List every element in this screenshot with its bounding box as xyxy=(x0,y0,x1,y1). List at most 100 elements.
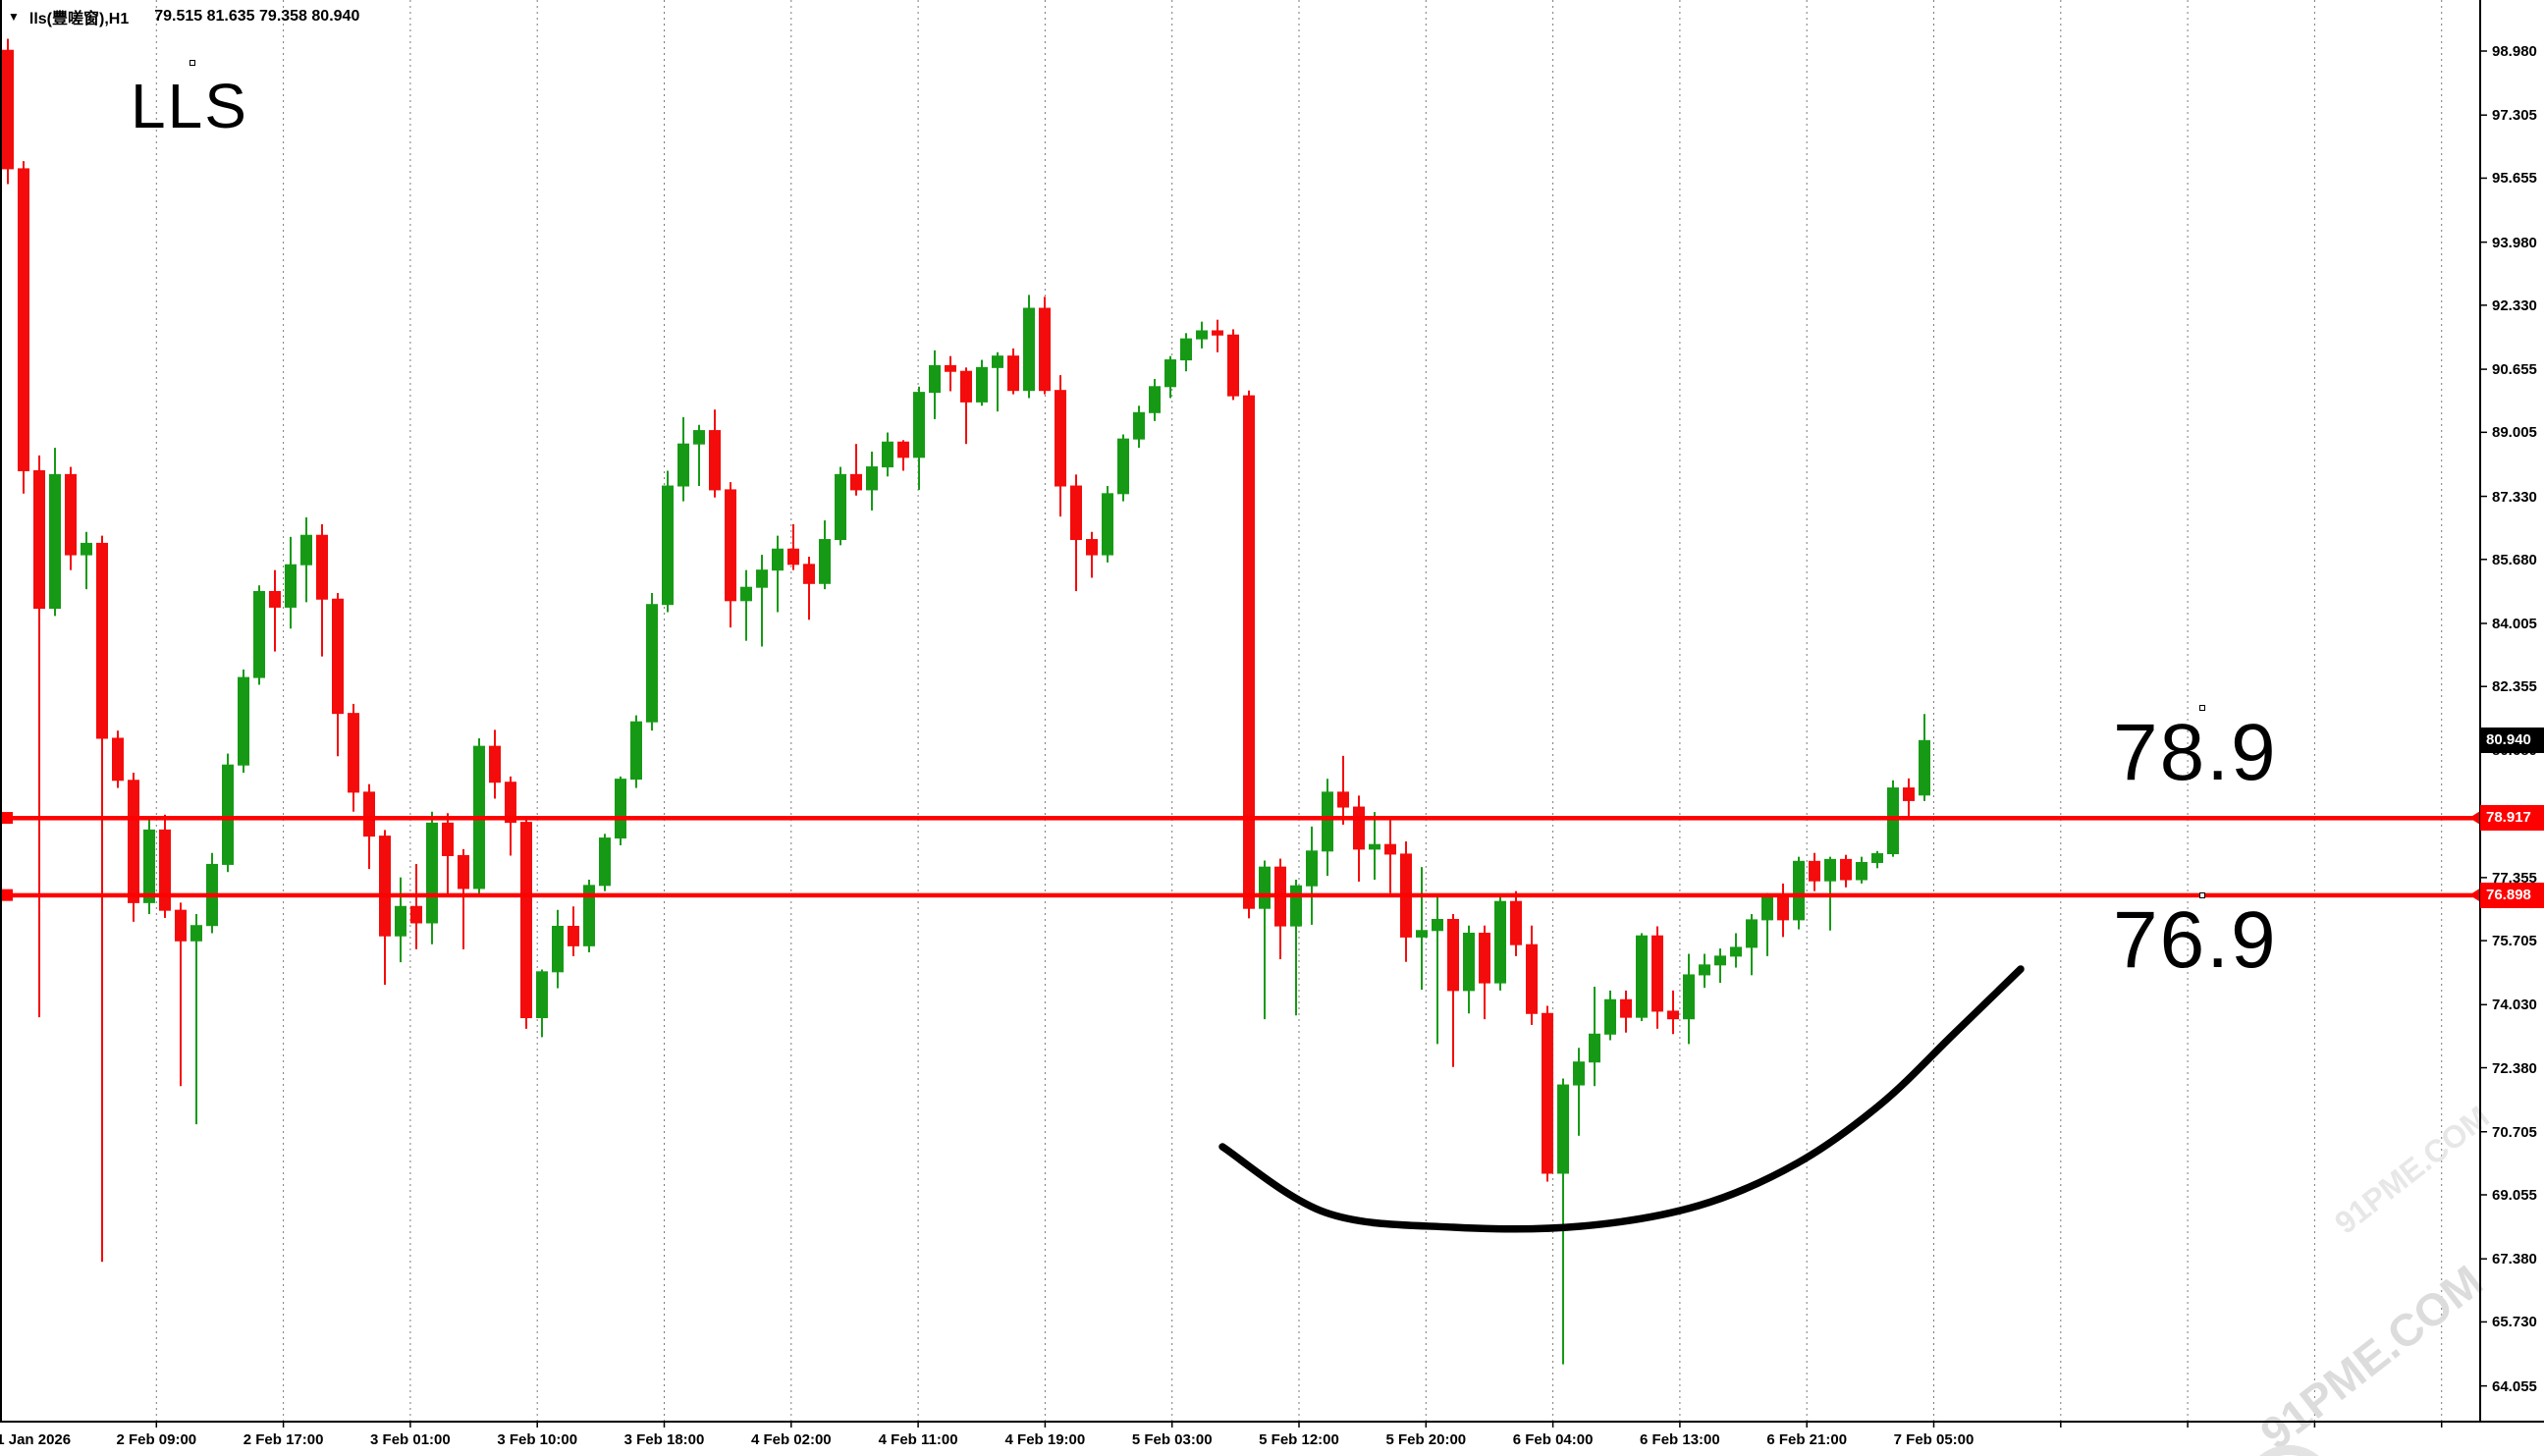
candle-body xyxy=(175,909,187,942)
candle-body xyxy=(1463,933,1475,992)
dropdown-triangle-icon[interactable]: ▼ xyxy=(8,10,20,24)
candle-body xyxy=(238,676,249,766)
hline-handle xyxy=(1,812,13,825)
candle-body xyxy=(929,364,941,394)
price-tick-label: 82.355 xyxy=(2492,678,2537,696)
candle-body xyxy=(1557,1084,1569,1174)
candle-body xyxy=(332,598,344,715)
candle-body xyxy=(1322,791,1333,852)
candle-body xyxy=(1180,338,1192,361)
price-tick-label: 92.330 xyxy=(2492,297,2537,314)
level-769-text-object[interactable]: 76.9 xyxy=(2113,895,2278,985)
candle-body xyxy=(725,489,736,602)
candle-body xyxy=(300,534,312,566)
candle-body xyxy=(709,430,721,491)
text-anchor-dot[interactable] xyxy=(2199,892,2205,898)
time-axis-label: 4 Feb 11:00 xyxy=(878,1431,958,1448)
candle-body xyxy=(1447,918,1459,992)
candle-body xyxy=(1432,918,1443,932)
candle-body xyxy=(1212,330,1223,336)
candle-body xyxy=(1369,843,1380,850)
time-axis-label: 6 Feb 21:00 xyxy=(1766,1431,1848,1448)
watermark-text: 91PME.COM xyxy=(2250,1255,2492,1456)
price-tick-label: 95.655 xyxy=(2492,170,2537,188)
candle-body xyxy=(1840,858,1852,881)
candle-body xyxy=(1243,395,1255,909)
candle-body xyxy=(316,534,328,600)
watermark: 91PME.COM 91PME.COM xyxy=(2243,1099,2496,1456)
candle-body xyxy=(1479,933,1490,984)
candle-body xyxy=(1871,853,1883,863)
time-axis-label: 4 Feb 19:00 xyxy=(1004,1431,1086,1448)
candle-body xyxy=(552,925,564,973)
price-tick-label: 97.305 xyxy=(2492,107,2537,125)
candle-body xyxy=(410,905,422,924)
candle-body xyxy=(787,548,799,566)
price-tick-label: 75.705 xyxy=(2492,933,2537,950)
candle-body xyxy=(1039,307,1051,392)
candle-body xyxy=(1699,964,1710,976)
candle-body xyxy=(803,564,815,584)
candle-body xyxy=(819,539,831,584)
candle-body xyxy=(1526,944,1538,1014)
candle-body xyxy=(1746,919,1758,948)
candle-body xyxy=(96,542,108,739)
text-anchor-dot[interactable] xyxy=(2199,705,2205,711)
candle-body xyxy=(1573,1061,1585,1086)
candle-body xyxy=(458,854,469,890)
candle-body xyxy=(489,745,501,783)
horizontal-level-line xyxy=(0,892,2480,898)
candle-body xyxy=(583,885,595,946)
price-tick-label: 85.680 xyxy=(2492,551,2537,568)
candle-body xyxy=(520,822,532,1019)
time-axis-label: 3 Feb 01:00 xyxy=(370,1431,451,1448)
hline-upper-price-label: 78.917 xyxy=(2480,805,2544,832)
candle-body xyxy=(835,473,846,541)
text-anchor-dot[interactable] xyxy=(189,60,195,66)
candle-body xyxy=(866,466,878,491)
candle-body xyxy=(1793,860,1805,921)
candle-body xyxy=(1149,386,1161,413)
candle-body xyxy=(2,49,14,170)
time-axis-label: 5 Feb 03:00 xyxy=(1131,1431,1213,1448)
candle-body xyxy=(363,791,375,837)
level-789-text-object[interactable]: 78.9 xyxy=(2113,708,2278,797)
candle-body xyxy=(693,430,705,445)
price-tick-label: 64.055 xyxy=(2492,1377,2537,1395)
price-tick-label: 84.005 xyxy=(2492,615,2537,632)
candle-body xyxy=(442,822,454,856)
candle-body xyxy=(740,586,752,602)
symbol-title: lls(豐嗟窗),H1 xyxy=(28,11,130,27)
candle-body xyxy=(1306,850,1318,887)
price-tick-label: 89.005 xyxy=(2492,424,2537,442)
candle-body xyxy=(49,473,61,610)
lls-text-object[interactable]: LLS xyxy=(131,71,248,141)
price-tick-label: 65.730 xyxy=(2492,1314,2537,1331)
candle-body xyxy=(379,836,391,937)
candle-body xyxy=(159,829,171,911)
candle-body xyxy=(615,779,626,839)
price-tick-label: 70.705 xyxy=(2492,1123,2537,1141)
candle-body xyxy=(1227,334,1239,397)
title-ohlc-values: 79.515 81.635 79.358 80.940 xyxy=(154,8,360,25)
rounding-bottom-curve xyxy=(1218,965,2025,1233)
candle-body xyxy=(1589,1033,1600,1063)
candle-body xyxy=(945,364,956,372)
candle-body xyxy=(1761,895,1773,921)
candle-body xyxy=(81,542,92,556)
candle-body xyxy=(646,604,658,723)
hline-axis-arrow xyxy=(2469,811,2480,826)
time-axis-label: 5 Feb 12:00 xyxy=(1259,1431,1339,1448)
price-tick-label: 93.980 xyxy=(2492,234,2537,251)
time-axis-label: 31 Jan 2026 xyxy=(0,1431,72,1448)
candle-body xyxy=(536,971,548,1019)
hline-lower-price-label: 76.898 xyxy=(2480,882,2544,908)
candle-body xyxy=(882,441,893,468)
candle-body xyxy=(1117,438,1129,495)
candle-body xyxy=(1353,806,1365,850)
candle-body xyxy=(1055,390,1066,487)
candle-body xyxy=(772,548,784,571)
candle-body xyxy=(128,780,139,903)
